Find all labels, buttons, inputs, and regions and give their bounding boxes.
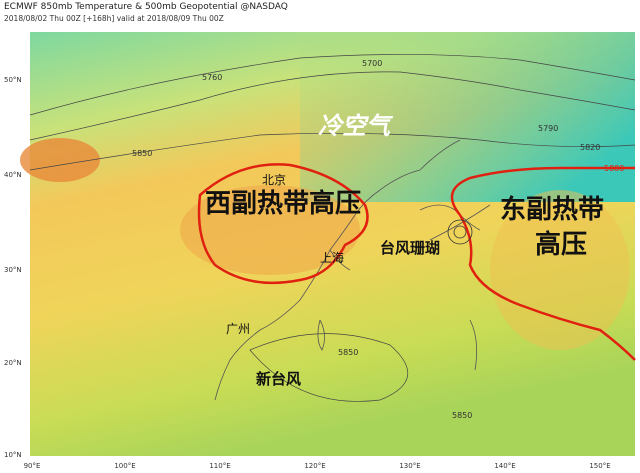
lat-label: 30°N <box>4 266 22 274</box>
lon-label: 100°E <box>114 462 135 470</box>
high-label: 高压 <box>535 229 587 260</box>
contour-label: 5700 <box>362 59 382 68</box>
typhoon-label: 新台风 <box>256 370 301 388</box>
lon-label: 90°E <box>24 462 41 470</box>
warm-region <box>490 190 630 350</box>
cool-region <box>300 32 635 202</box>
isohypse <box>29 132 636 171</box>
subtitle: 2018/08/02 Thu 00Z [+168h] valid at 2018… <box>4 14 224 23</box>
hot-spot <box>20 138 100 182</box>
lon-label: 130°E <box>399 462 420 470</box>
longitude-labels: 90°E 100°E 110°E 120°E 130°E 140°E 150°E <box>24 462 611 470</box>
lon-label: 150°E <box>589 462 610 470</box>
lon-label: 140°E <box>494 462 515 470</box>
lat-label: 40°N <box>4 171 22 179</box>
isohypse <box>249 333 408 402</box>
lon-label: 110°E <box>209 462 230 470</box>
typhoon-center <box>453 225 467 239</box>
high-label: 东副热带 <box>500 194 604 225</box>
cold-air-label: 冷空气 <box>318 112 394 140</box>
contour-label: 5820 <box>580 143 600 152</box>
contour-label: 5760 <box>202 73 222 82</box>
contour-label: 5790 <box>538 124 558 133</box>
map-area <box>20 32 636 456</box>
lon-label: 120°E <box>304 462 325 470</box>
lat-label: 10°N <box>4 451 22 459</box>
contour-label: 5850 <box>338 348 358 357</box>
typhoon-label: 台风珊瑚 <box>380 239 440 257</box>
annotations: 冷空气 北京 西副热带高压 上海 台风珊瑚 东副热带 高压 广州 新台风 <box>205 112 604 388</box>
lat-label: 20°N <box>4 359 22 367</box>
city-label: 北京 <box>262 173 286 187</box>
contour-label: 5850 <box>452 411 472 420</box>
contour-label: 5850 <box>132 149 152 158</box>
typhoon-center <box>447 219 473 245</box>
warm-region <box>180 185 360 275</box>
high-5880-west <box>197 163 369 285</box>
city-label: 上海 <box>320 250 344 265</box>
contour-labels: 5700 5760 5790 5820 5850 5880 5850 5850 <box>132 59 624 420</box>
title: ECMWF 850mb Temperature & 500mb Geopoten… <box>4 2 288 12</box>
high-5880-east <box>450 166 636 361</box>
isohypse <box>29 54 636 116</box>
contour-label: 5880 <box>604 164 624 173</box>
high-label: 西副热带高压 <box>205 188 361 219</box>
coastline <box>214 139 481 401</box>
lat-label: 50°N <box>4 76 22 84</box>
city-label: 广州 <box>226 322 250 336</box>
isohypse <box>29 71 636 141</box>
coastline <box>317 204 491 371</box>
latitude-labels: 50°N 40°N 30°N 20°N 10°N <box>4 76 22 459</box>
